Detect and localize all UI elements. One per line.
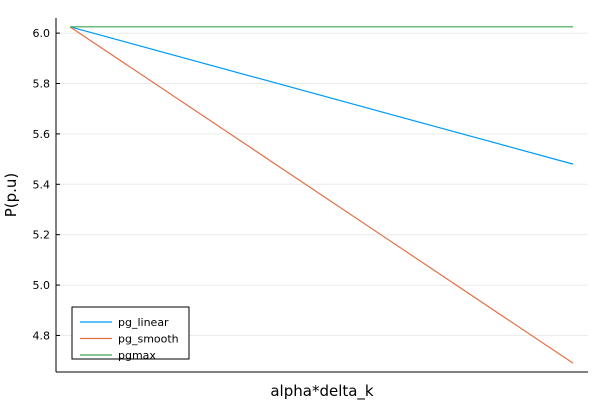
series-line-pg_linear xyxy=(69,26,574,165)
y-tick-label: 5.6 xyxy=(33,128,51,141)
series-line-pg_smooth xyxy=(69,26,574,364)
grid-lines xyxy=(56,32,588,336)
series-lines xyxy=(69,26,574,364)
y-tick-label: 5.8 xyxy=(33,78,51,91)
y-tick-label: 6.0 xyxy=(33,27,51,40)
y-axis-label: P(p.u) xyxy=(2,173,20,218)
y-tick-labels: 4.8 5.0 5.2 5.4 5.6 5.8 6.0 xyxy=(33,27,60,342)
y-tick-label: 5.4 xyxy=(33,178,51,191)
x-axis-label: alpha*delta_k xyxy=(270,382,374,400)
y-tick-label: 5.0 xyxy=(33,279,51,292)
y-tick-label: 4.8 xyxy=(33,329,51,342)
y-tick-label: 5.2 xyxy=(33,229,51,242)
legend-label-pg_smooth: pg_smooth xyxy=(118,333,179,346)
axes xyxy=(55,18,588,373)
legend-box xyxy=(71,306,190,360)
legend-label-pg_linear: pg_linear xyxy=(118,316,169,329)
legend-label-pgmax: pgmax xyxy=(118,349,156,362)
